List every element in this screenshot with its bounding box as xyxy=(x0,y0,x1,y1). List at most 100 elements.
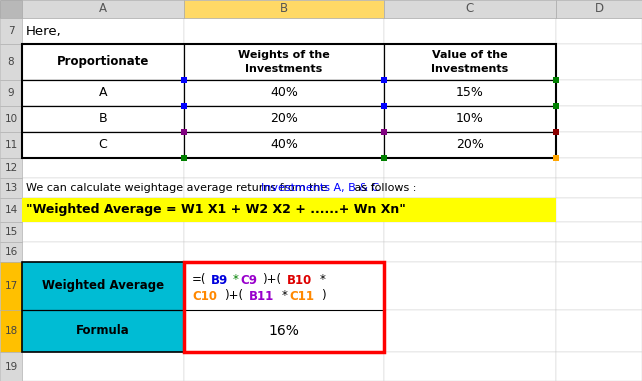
Bar xyxy=(556,310,642,352)
Bar xyxy=(556,222,642,242)
Text: C: C xyxy=(99,139,107,152)
Bar xyxy=(556,132,642,158)
Text: =(: =( xyxy=(192,274,207,287)
Bar xyxy=(0,80,22,106)
Text: Formula: Formula xyxy=(76,325,130,338)
Text: 17: 17 xyxy=(4,281,17,291)
Text: 10%: 10% xyxy=(456,112,484,125)
Bar xyxy=(0,18,22,44)
Text: B: B xyxy=(99,112,107,125)
Text: 19: 19 xyxy=(4,362,17,371)
Text: *: * xyxy=(281,290,288,303)
Bar xyxy=(0,106,22,132)
Text: 12: 12 xyxy=(4,163,17,173)
Bar xyxy=(0,132,22,158)
Text: 15%: 15% xyxy=(456,86,484,99)
Text: 15: 15 xyxy=(4,227,17,237)
Bar xyxy=(184,310,384,352)
Bar xyxy=(384,158,556,178)
Bar xyxy=(184,310,384,352)
Text: 20%: 20% xyxy=(456,139,484,152)
Bar xyxy=(0,242,22,262)
Bar xyxy=(556,0,642,18)
Bar xyxy=(22,242,184,262)
Bar xyxy=(22,352,184,381)
Bar xyxy=(184,242,384,262)
Text: ): ) xyxy=(322,290,326,303)
Bar xyxy=(384,352,556,381)
Text: Proportionate: Proportionate xyxy=(56,56,149,69)
Text: We can calculate weightage average returns from the: We can calculate weightage average retur… xyxy=(26,183,331,193)
Text: 8: 8 xyxy=(8,57,14,67)
Bar xyxy=(22,106,184,132)
Bar xyxy=(22,198,556,222)
Bar xyxy=(22,80,184,106)
Bar xyxy=(22,44,556,158)
Text: D: D xyxy=(594,3,603,16)
Bar xyxy=(184,158,384,178)
Text: B10: B10 xyxy=(287,274,313,287)
Bar xyxy=(556,18,642,44)
Bar xyxy=(384,132,556,158)
Bar xyxy=(184,80,384,106)
Bar xyxy=(0,44,22,80)
Bar xyxy=(22,178,184,198)
Text: C9: C9 xyxy=(241,274,257,287)
Bar xyxy=(184,18,384,44)
Text: as follows :: as follows : xyxy=(351,183,417,193)
Bar xyxy=(22,262,184,310)
Text: 10: 10 xyxy=(4,114,17,124)
Text: C11: C11 xyxy=(289,290,314,303)
Text: 14: 14 xyxy=(4,205,17,215)
Text: C10: C10 xyxy=(192,290,217,303)
Bar xyxy=(22,132,184,158)
Text: )+(: )+( xyxy=(224,290,243,303)
Text: A: A xyxy=(99,86,107,99)
Bar xyxy=(556,352,642,381)
Bar xyxy=(0,178,22,198)
Bar xyxy=(0,198,22,222)
Text: "Weighted Average = W1 X1 + W2 X2 + ......+ Wn Xn": "Weighted Average = W1 X1 + W2 X2 + ....… xyxy=(26,203,406,216)
Text: 20%: 20% xyxy=(270,112,298,125)
Bar xyxy=(22,0,184,18)
Text: B: B xyxy=(280,3,288,16)
Text: 7: 7 xyxy=(8,26,14,36)
Bar xyxy=(556,262,642,310)
Bar xyxy=(0,310,22,352)
Text: Investments A, B & C: Investments A, B & C xyxy=(261,183,379,193)
Bar xyxy=(0,262,22,310)
Bar xyxy=(0,0,22,18)
Bar xyxy=(556,158,642,178)
Text: 40%: 40% xyxy=(270,139,298,152)
Text: 9: 9 xyxy=(8,88,14,98)
Text: 16: 16 xyxy=(4,247,17,257)
Bar xyxy=(556,106,642,132)
Text: Weights of the
Investments: Weights of the Investments xyxy=(238,50,330,74)
Bar xyxy=(22,262,184,352)
Bar xyxy=(556,44,642,80)
Bar xyxy=(384,44,556,80)
Text: Weighted Average: Weighted Average xyxy=(42,280,164,293)
Text: 18: 18 xyxy=(4,326,17,336)
Text: Value of the
Investments: Value of the Investments xyxy=(431,50,508,74)
Bar xyxy=(184,262,384,352)
Bar xyxy=(384,80,556,106)
Bar xyxy=(22,310,184,352)
Bar xyxy=(384,198,556,222)
Bar xyxy=(556,178,642,198)
Bar xyxy=(384,178,556,198)
Bar xyxy=(22,158,184,178)
Bar xyxy=(184,106,384,132)
Bar xyxy=(384,18,556,44)
Text: A: A xyxy=(99,3,107,16)
Bar xyxy=(556,80,642,106)
Text: B11: B11 xyxy=(249,290,274,303)
Text: 16%: 16% xyxy=(268,324,299,338)
Bar xyxy=(556,242,642,262)
Text: 13: 13 xyxy=(4,183,17,193)
Bar xyxy=(184,132,384,158)
Bar xyxy=(22,222,184,242)
Bar xyxy=(184,44,384,80)
Bar xyxy=(0,222,22,242)
Bar xyxy=(384,262,556,310)
